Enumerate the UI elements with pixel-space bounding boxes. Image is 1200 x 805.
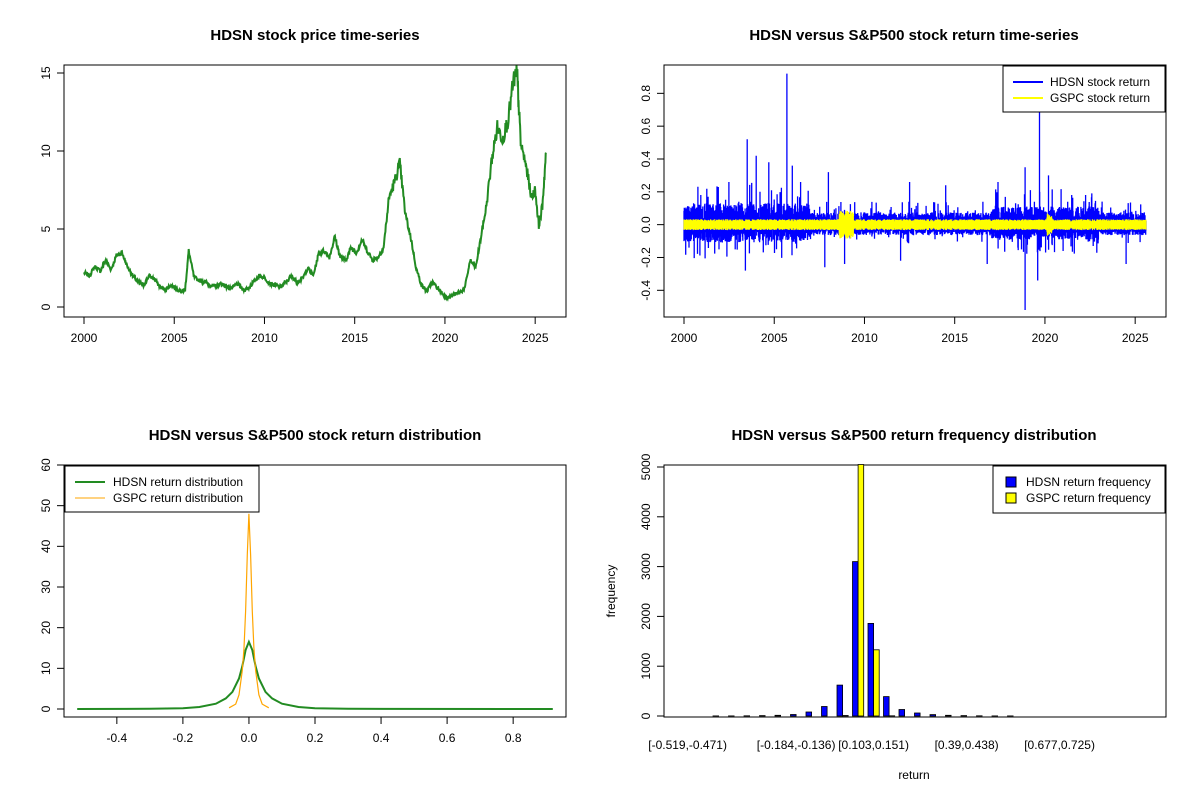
density-y-tick-label: 50 bbox=[39, 499, 53, 513]
density-y-tick-label: 60 bbox=[39, 458, 53, 472]
gspc-frequency-bar bbox=[858, 465, 864, 717]
histogram-y-label: frequency bbox=[604, 565, 618, 618]
0-x-tick-label: 2015 bbox=[341, 331, 368, 345]
histogram-chart-title: HDSN versus S&P500 return frequency dist… bbox=[731, 427, 1096, 444]
hdsn-frequency-bar bbox=[806, 712, 812, 716]
histogram-legend-hdsn-swatch bbox=[1006, 477, 1016, 487]
price-chart-title: HDSN stock price time-series bbox=[210, 27, 419, 44]
histogram-x-tick-label: [-0.184,-0.136) bbox=[757, 738, 836, 752]
gspc-frequency-bar bbox=[874, 650, 880, 716]
returns-y-tick-label: 0.8 bbox=[639, 85, 653, 102]
hdsn-frequency-bar bbox=[853, 562, 859, 716]
density-legend-gspc: GSPC return distribution bbox=[113, 491, 243, 505]
price-y-tick-label: 0 bbox=[39, 303, 53, 310]
density-legend: HDSN return distribution GSPC return dis… bbox=[65, 466, 259, 512]
density-y-tick-label: 0 bbox=[39, 705, 53, 712]
histogram-legend-box bbox=[993, 466, 1165, 513]
histogram-x-axis: [-0.519,-0.471) [-0.184,-0.136)[0.103,0.1… bbox=[648, 738, 1095, 752]
hdsn-frequency-bar bbox=[930, 715, 936, 716]
1-x-tick-label: 2015 bbox=[941, 331, 968, 345]
returns-y-tick-label: 0.4 bbox=[639, 150, 653, 167]
returns-legend-box bbox=[1003, 66, 1165, 112]
histogram-legend: HDSN return frequency GSPC return freque… bbox=[993, 466, 1165, 513]
2-x-tick-label: 0.0 bbox=[241, 731, 258, 745]
returns-y-tick-label: -0.4 bbox=[639, 280, 653, 301]
histogram-x-label: return bbox=[898, 768, 929, 782]
returns-legend-hdsn: HDSN stock return bbox=[1050, 75, 1150, 89]
0-x-tick-label: 2025 bbox=[522, 331, 549, 345]
histogram-y-tick-label: 3000 bbox=[639, 553, 653, 580]
0-x-tick-label: 2005 bbox=[161, 331, 188, 345]
1-x-tick-label: 2025 bbox=[1122, 331, 1149, 345]
0-x-tick-label: 2020 bbox=[432, 331, 459, 345]
histogram-legend-gspc-swatch bbox=[1006, 493, 1016, 503]
0-x-tick-label: 2010 bbox=[251, 331, 278, 345]
density-legend-box bbox=[65, 466, 259, 512]
hdsn-frequency-bar bbox=[837, 685, 843, 716]
2-x-tick-label: -0.2 bbox=[173, 731, 194, 745]
price-y-tick-label: 10 bbox=[39, 144, 53, 158]
histogram-y-tick-label: 1000 bbox=[639, 653, 653, 680]
histogram-x-tick-label: [0.103,0.151) bbox=[838, 738, 909, 752]
0-x-tick-label: 2000 bbox=[71, 331, 98, 345]
histogram-y-tick-label: 2000 bbox=[639, 603, 653, 630]
histogram-legend-hdsn: HDSN return frequency bbox=[1026, 475, 1151, 489]
2-x-tick-label: 0.2 bbox=[307, 731, 324, 745]
hdsn-frequency-bar bbox=[899, 710, 905, 717]
returns-legend-gspc: GSPC stock return bbox=[1050, 91, 1150, 105]
1-x-tick-label: 2010 bbox=[851, 331, 878, 345]
2-x-tick-label: 0.4 bbox=[373, 731, 390, 745]
hdsn-frequency-bar bbox=[822, 707, 828, 717]
price-y-tick-label: 15 bbox=[39, 66, 53, 80]
1-x-tick-label: 2020 bbox=[1032, 331, 1059, 345]
histogram-y-tick-label: 4000 bbox=[639, 503, 653, 530]
density-y-tick-label: 20 bbox=[39, 621, 53, 635]
2-x-tick-label: 0.8 bbox=[505, 731, 522, 745]
returns-y-tick-label: 0.6 bbox=[639, 118, 653, 135]
density-chart-title: HDSN versus S&P500 stock return distribu… bbox=[149, 427, 482, 444]
returns-chart-title: HDSN versus S&P500 stock return time-ser… bbox=[749, 27, 1078, 44]
hdsn-frequency-bar bbox=[884, 697, 890, 716]
histogram-y-tick-label: 5000 bbox=[639, 453, 653, 480]
hdsn-frequency-bar bbox=[946, 715, 952, 716]
gspc-frequency-bar bbox=[843, 716, 849, 717]
returns-y-tick-label: -0.2 bbox=[639, 247, 653, 268]
histogram-x-tick-label: [0.39,0.438) bbox=[935, 738, 999, 752]
density-y-tick-label: 40 bbox=[39, 539, 53, 553]
density-y-tick-label: 30 bbox=[39, 580, 53, 594]
histogram-legend-gspc: GSPC return frequency bbox=[1026, 491, 1151, 505]
histogram-x-tick-label: [-0.519,-0.471) bbox=[648, 738, 727, 752]
hdsn-frequency-bar bbox=[915, 713, 921, 716]
histogram-y-tick-label: 0 bbox=[639, 712, 653, 719]
returns-y-tick-label: 0.2 bbox=[639, 183, 653, 200]
1-x-tick-label: 2000 bbox=[671, 331, 698, 345]
density-legend-hdsn: HDSN return distribution bbox=[113, 475, 243, 489]
density-y-tick-label: 10 bbox=[39, 661, 53, 675]
hdsn-frequency-bar bbox=[775, 715, 781, 716]
hdsn-frequency-bar bbox=[868, 623, 874, 716]
price-y-tick-label: 5 bbox=[39, 225, 53, 232]
hdsn-frequency-bar bbox=[791, 715, 797, 717]
histogram-x-tick-label: [0.677,0.725) bbox=[1024, 738, 1095, 752]
returns-y-tick-label: 0.0 bbox=[639, 216, 653, 233]
returns-legend: HDSN stock return GSPC stock return bbox=[1003, 66, 1165, 112]
1-x-tick-label: 2005 bbox=[761, 331, 788, 345]
2-x-tick-label: 0.6 bbox=[439, 731, 456, 745]
2-x-tick-label: -0.4 bbox=[106, 731, 127, 745]
